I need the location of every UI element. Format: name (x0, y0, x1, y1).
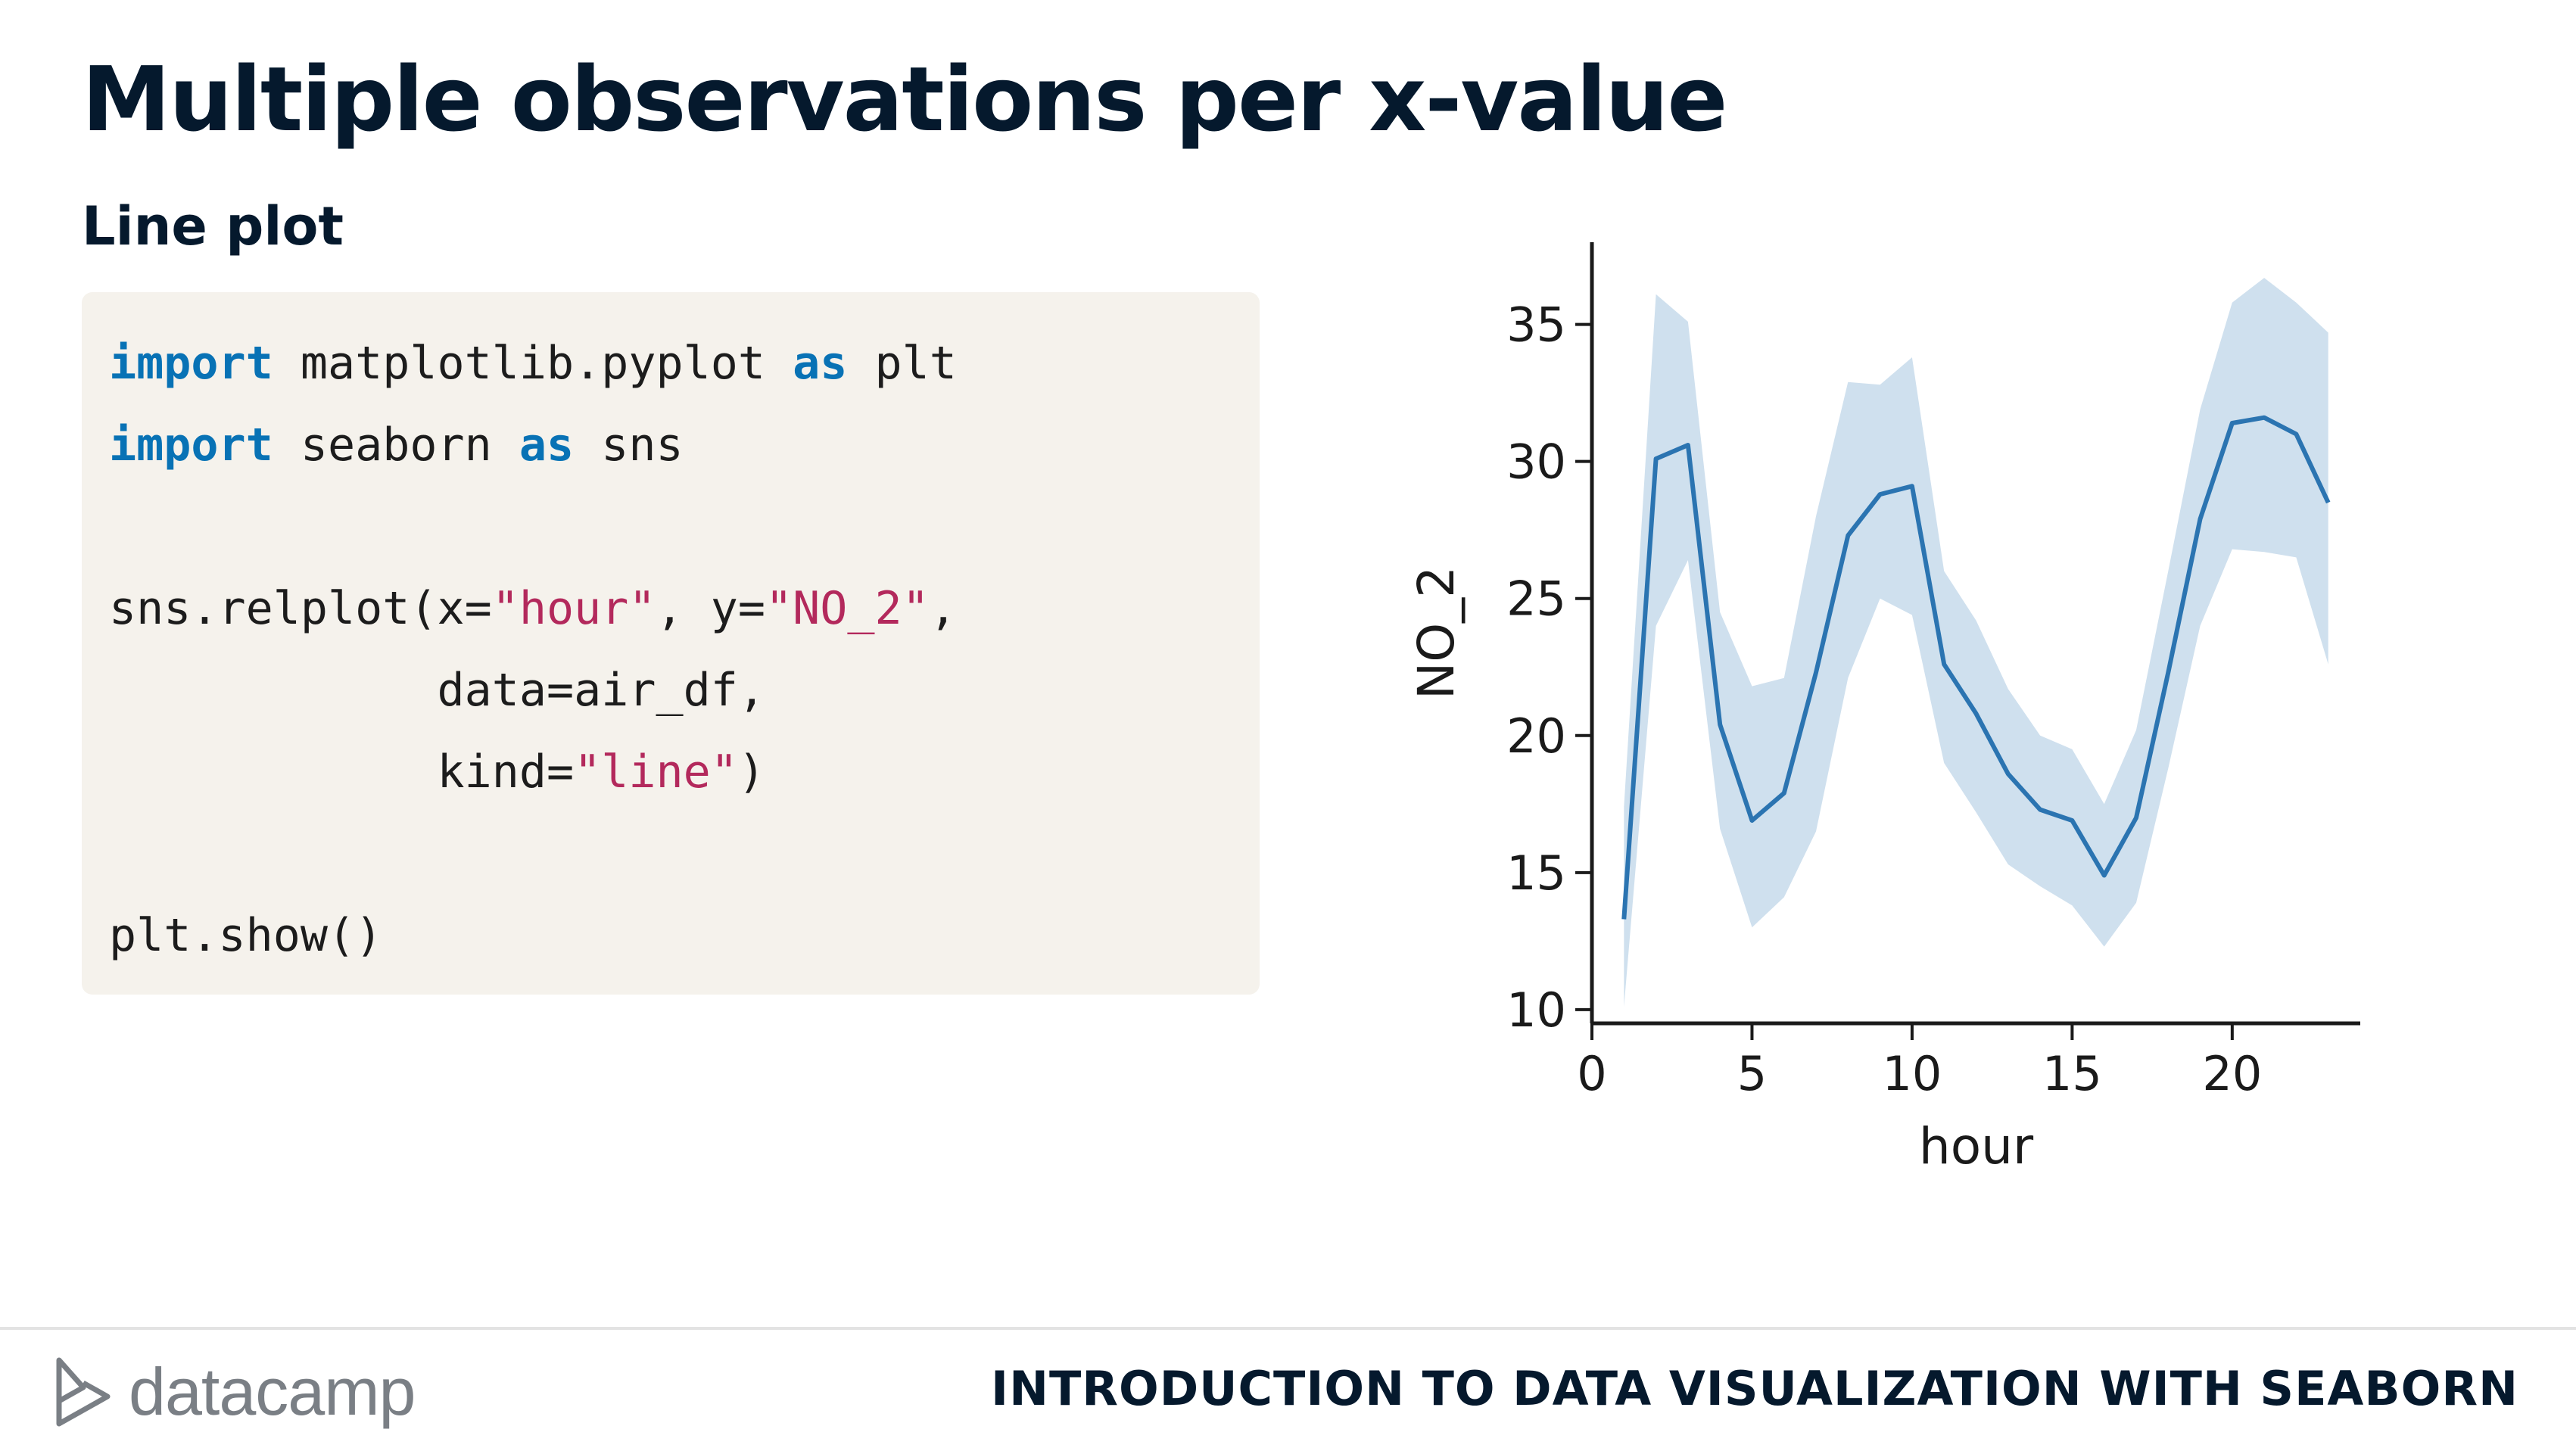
slide-subtitle: Line plot (82, 195, 344, 257)
footer-divider (0, 1327, 2576, 1330)
code-text: sns (574, 419, 684, 472)
y-tick-label: 10 (1506, 982, 1566, 1038)
code-string: "NO_2" (765, 582, 930, 635)
code-text: matplotlib.pyplot (273, 337, 793, 390)
data-point (2200, 518, 2201, 519)
data-point (2168, 672, 2169, 673)
x-tick-label: 20 (2202, 1046, 2262, 1101)
code-line: kind="line") (109, 731, 1260, 813)
data-point (1720, 724, 1721, 725)
code-text: sns.relplot(x= (109, 582, 492, 635)
code-keyword: as (519, 419, 575, 472)
y-tick-label: 30 (1506, 434, 1566, 490)
confidence-band (1624, 278, 2328, 1007)
code-text: kind= (109, 746, 575, 799)
data-point (2264, 417, 2265, 418)
y-tick-label: 15 (1506, 845, 1566, 901)
code-line: import matplotlib.pyplot as plt (109, 322, 1260, 404)
code-line (109, 486, 1260, 568)
data-point (1816, 672, 1817, 673)
line-chart: 10 15 20 25 30 35 0 5 10 15 20 hour NO_2 (1407, 242, 2360, 1175)
code-line: data=air_df, (109, 649, 1260, 731)
code-string: "hour" (491, 582, 656, 635)
x-axis-label: hour (1919, 1117, 2034, 1175)
data-point (1687, 444, 1688, 445)
x-tick-label: 15 (2042, 1046, 2102, 1101)
code-line: import seaborn as sns (109, 404, 1260, 486)
y-axis-label: NO_2 (1407, 566, 1466, 699)
x-tick-label: 0 (1577, 1046, 1606, 1101)
code-text: plt (847, 337, 957, 390)
code-text: , (929, 582, 957, 635)
x-tick-label: 10 (1882, 1046, 1942, 1101)
x-tick-label: 5 (1737, 1046, 1767, 1101)
code-text: plt.show() (109, 909, 383, 962)
data-point (1848, 535, 1849, 536)
data-point (1944, 664, 1945, 665)
brand-name: datacamp (129, 1354, 416, 1429)
y-tick-label: 25 (1506, 571, 1566, 627)
code-line: plt.show() (109, 895, 1260, 976)
code-text: seaborn (273, 419, 519, 472)
data-point (2072, 820, 2073, 821)
datacamp-logo-icon (56, 1357, 111, 1427)
series-line (1621, 415, 2331, 920)
datacamp-logo: datacamp (53, 1353, 416, 1431)
code-keyword: as (793, 337, 848, 390)
slide-title: Multiple observations per x-value (82, 47, 1727, 151)
y-tick-label: 35 (1506, 297, 1566, 353)
code-line (109, 813, 1260, 895)
data-point (2135, 817, 2136, 818)
code-string: "line" (574, 746, 738, 799)
data-point (2040, 809, 2041, 810)
data-point (1911, 486, 1912, 487)
course-title: INTRODUCTION TO DATA VISUALIZATION WITH … (991, 1361, 2518, 1416)
code-text: ) (737, 746, 765, 799)
code-line: sns.relplot(x="hour", y="NO_2", (109, 568, 1260, 649)
code-text: data=air_df, (109, 664, 765, 717)
code-block: import matplotlib.pyplot as plt import se… (82, 292, 1260, 995)
y-tick-label: 20 (1506, 708, 1566, 764)
code-keyword: import (109, 419, 273, 472)
code-keyword: import (109, 337, 273, 390)
data-point (1783, 792, 1784, 793)
code-text: , y= (656, 582, 765, 635)
